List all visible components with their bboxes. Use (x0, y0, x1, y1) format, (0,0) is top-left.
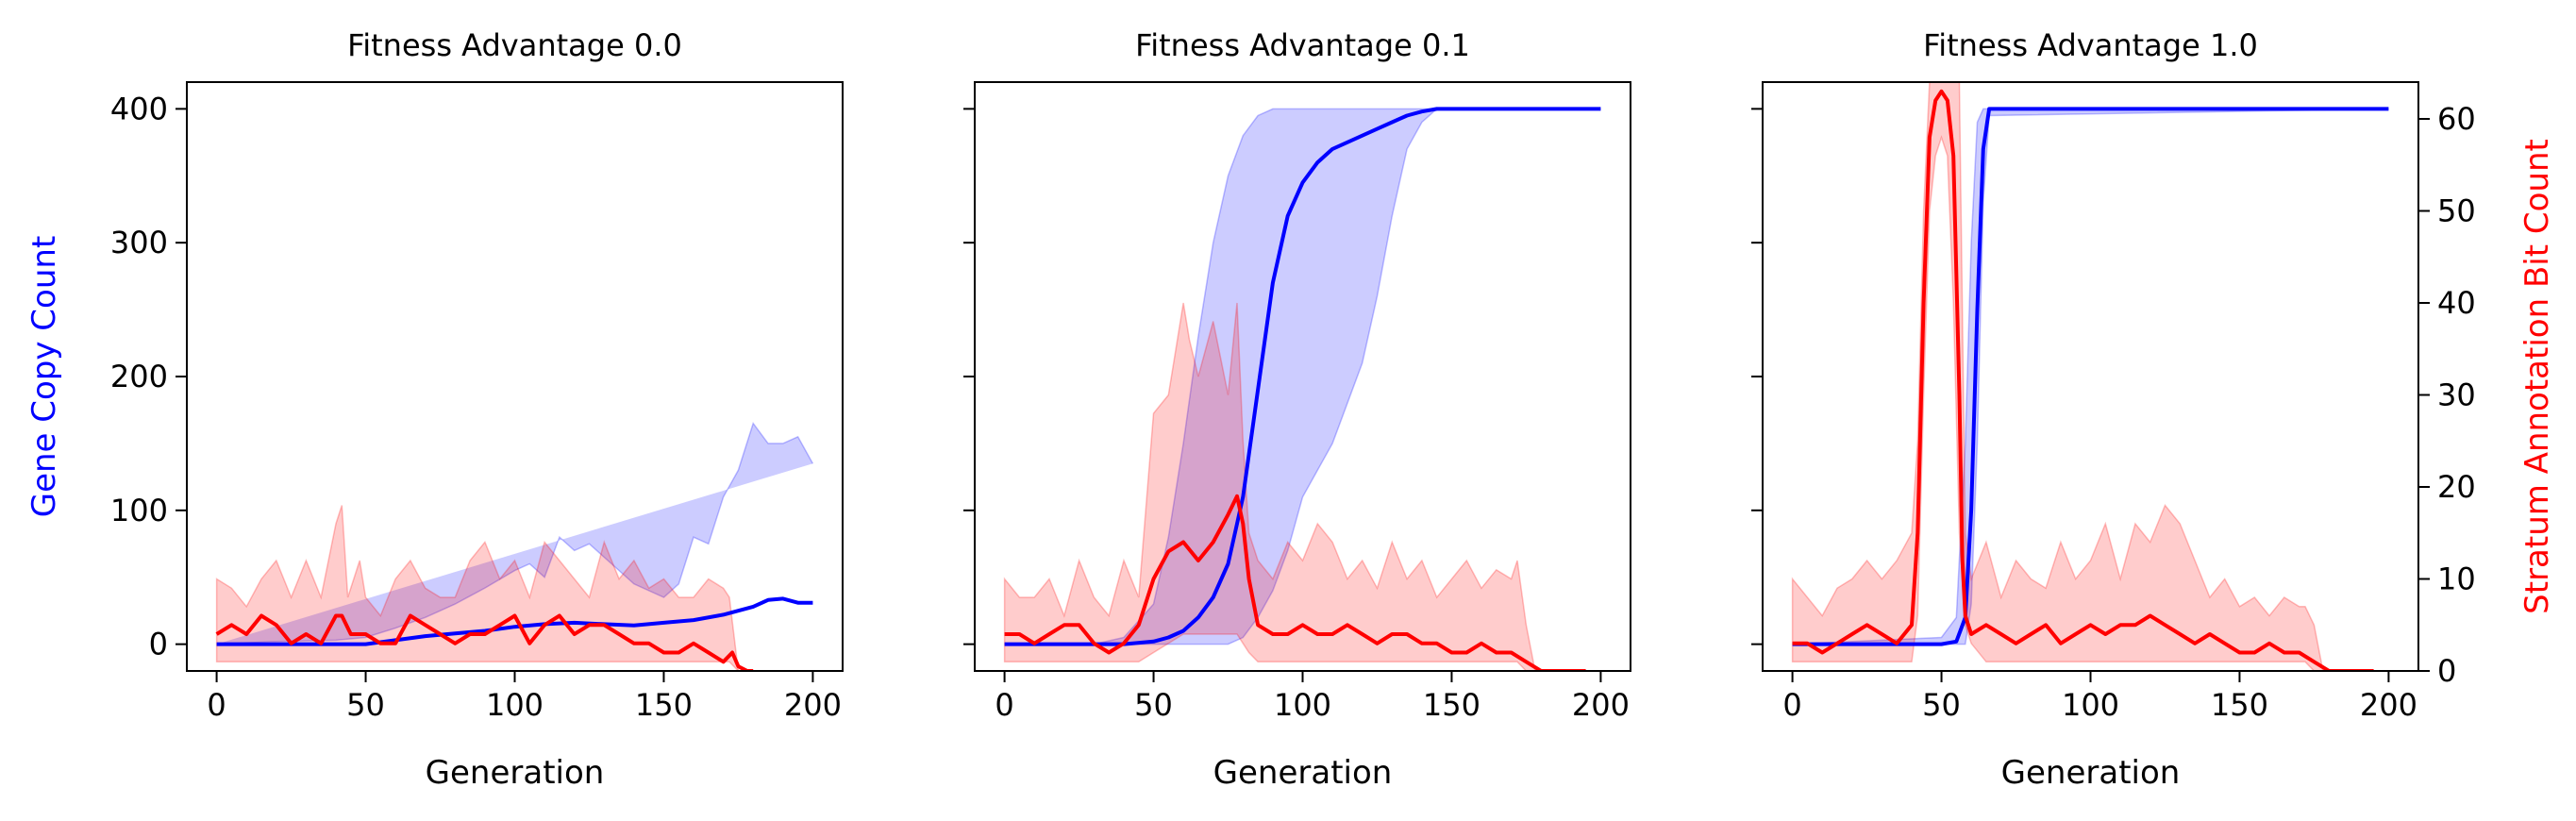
bit-count-line (1004, 494, 1586, 671)
x-axis-label: Generation (2001, 754, 2181, 792)
x-tick-label: 100 (2062, 687, 2119, 723)
x-axis-label: Generation (426, 754, 605, 792)
gene-copy-line (1792, 107, 2389, 646)
panel-title: Fitness Advantage 1.0 (1923, 27, 2258, 63)
y2-tick-label: 50 (2437, 193, 2476, 229)
y2-tick-label: 0 (2437, 653, 2456, 689)
panel-title: Fitness Advantage 0.0 (347, 27, 682, 63)
x-tick-label: 50 (1134, 687, 1173, 723)
panel-fitness-0.1: Fitness Advantage 0.1 0 50 100 150 200 Generat… (963, 27, 1631, 792)
x-tick-label: 200 (1572, 687, 1630, 723)
y-tick-label: 200 (110, 359, 168, 394)
y2-tick-label: 60 (2437, 101, 2476, 137)
x-tick-label: 200 (784, 687, 842, 723)
y2-tick-label: 10 (2437, 561, 2476, 597)
x-tick-label: 0 (1782, 687, 1801, 723)
y-axis-label-right: Stratum Annotation Bit Count (2518, 139, 2556, 614)
y-tick-label: 0 (149, 627, 168, 662)
x-tick-label: 50 (346, 687, 385, 723)
y-tick-label: 400 (110, 91, 168, 126)
bit-count-line (215, 613, 754, 671)
x-tick-label: 100 (486, 687, 544, 723)
panel-fitness-1.0: Fitness Advantage 1.00 50 100 150 200Generat… (1751, 27, 2556, 792)
x-tick-label: 150 (1423, 687, 1480, 723)
x-tick-label: 150 (635, 687, 693, 723)
y-axis-label-left: Gene Copy Count (25, 236, 63, 518)
y-tick-label: 300 (110, 225, 168, 260)
panel-fitness-0.0: Fitness Advantage 0.0 0 50 100 150 200 Generat… (25, 27, 844, 792)
y2-tick-label: 40 (2437, 285, 2476, 321)
panel-title: Fitness Advantage 0.1 (1135, 27, 1470, 63)
plot-area (1791, 82, 2389, 671)
gene-copy-line (1004, 107, 1601, 646)
y2-tick-label: 20 (2437, 469, 2476, 505)
x-tick-label: 50 (1922, 687, 1961, 723)
plot-area (215, 421, 814, 671)
x-tick-label: 0 (207, 687, 226, 723)
x-tick-label: 100 (1274, 687, 1331, 723)
y-tick-label: 100 (110, 493, 168, 528)
gene-copy-band (1004, 108, 1601, 645)
bit-count-band (1791, 82, 2324, 671)
x-tick-label: 150 (2211, 687, 2268, 723)
x-tick-label: 200 (2360, 687, 2417, 723)
plot-area (1003, 107, 1601, 671)
bit-count-line (1792, 89, 2374, 671)
y2-tick-label: 30 (2437, 377, 2476, 413)
x-tick-label: 0 (995, 687, 1013, 723)
bit-count-band (1003, 302, 1536, 671)
x-axis-label: Generation (1213, 754, 1393, 792)
